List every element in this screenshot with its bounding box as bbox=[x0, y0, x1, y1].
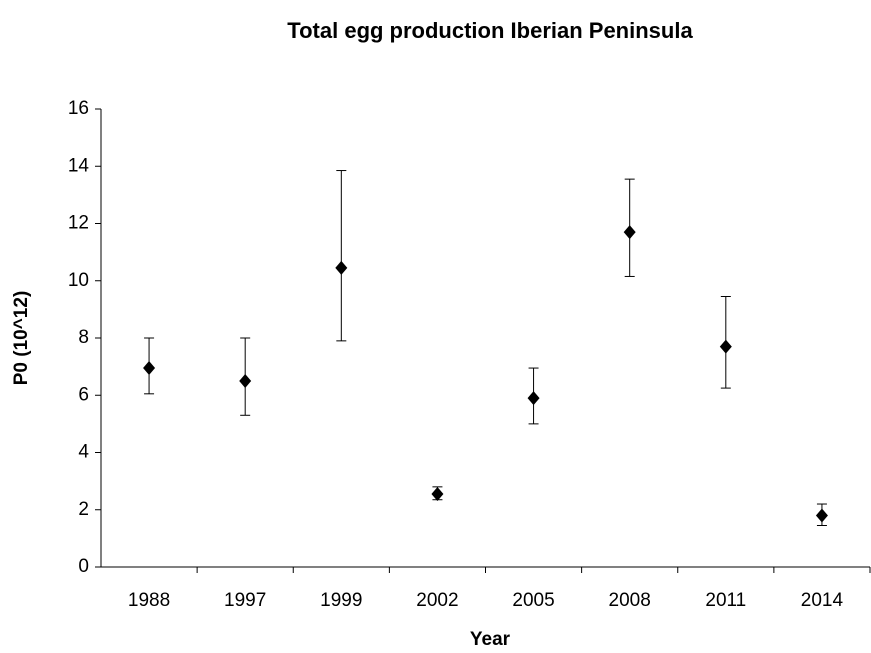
x-tick-label: 2002 bbox=[416, 590, 458, 611]
y-tick-label: 16 bbox=[68, 98, 89, 119]
y-tick-label: 12 bbox=[68, 213, 89, 234]
x-tick-label: 2011 bbox=[705, 590, 746, 611]
x-tick-label: 1988 bbox=[128, 590, 170, 611]
x-tick-label: 1997 bbox=[224, 590, 266, 611]
data-point bbox=[527, 391, 540, 406]
data-point bbox=[335, 260, 348, 275]
data-point bbox=[623, 225, 636, 240]
chart-title: Total egg production Iberian Peninsula bbox=[287, 18, 693, 43]
y-tick-label: 4 bbox=[78, 442, 89, 463]
y-tick-label: 2 bbox=[78, 499, 89, 520]
data-point bbox=[719, 339, 732, 354]
data-point bbox=[143, 361, 156, 376]
y-tick-label: 0 bbox=[78, 556, 89, 577]
x-tick-label: 2008 bbox=[609, 590, 651, 611]
y-tick-label: 8 bbox=[78, 327, 89, 348]
x-tick-label: 2014 bbox=[801, 590, 844, 611]
data-point bbox=[815, 508, 828, 523]
x-tick-label: 1999 bbox=[320, 590, 362, 611]
data-point bbox=[239, 373, 252, 388]
y-tick-label: 6 bbox=[78, 384, 89, 405]
data-point bbox=[431, 487, 444, 502]
x-tick-label: 2005 bbox=[512, 590, 554, 611]
x-axis-title: Year bbox=[470, 629, 511, 650]
y-tick-label: 10 bbox=[68, 270, 89, 291]
y-axis-title: P0 (10^12) bbox=[11, 291, 32, 386]
y-tick-label: 14 bbox=[68, 155, 90, 176]
